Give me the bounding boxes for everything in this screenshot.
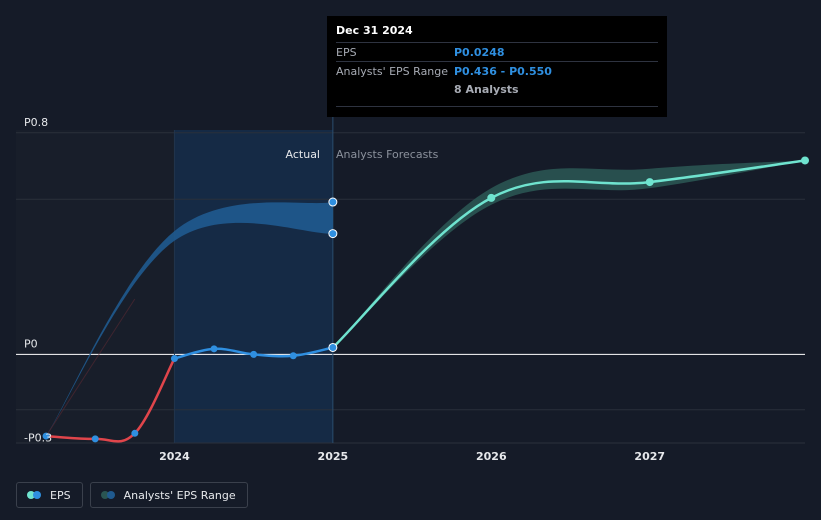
- legend-range[interactable]: Analysts' EPS Range: [89, 482, 248, 508]
- eps-swatch-icon: [27, 491, 43, 499]
- eps-point: [210, 345, 218, 353]
- tooltip-eps-row: EPS P0.0248: [336, 42, 658, 61]
- tooltip-eps-label: EPS: [336, 46, 357, 59]
- tooltip-analysts-count: 8 Analysts: [454, 83, 519, 96]
- range-band-forecast: [332, 160, 805, 348]
- x-tick-label: 2027: [634, 450, 665, 463]
- eps-point: [250, 350, 258, 358]
- x-tick-label: 2024: [159, 450, 190, 463]
- range-guide: [45, 298, 136, 437]
- legend-eps[interactable]: EPS: [16, 482, 83, 508]
- tooltip-analysts-row: 8 Analysts: [336, 80, 658, 98]
- eps-point: [170, 355, 178, 363]
- range-band-actual: [46, 202, 333, 437]
- eps-point: [42, 432, 50, 440]
- eps-point: [91, 435, 99, 443]
- history-panel: [16, 130, 175, 443]
- tooltip-range-value: P0.436 - P0.550: [454, 65, 552, 78]
- y-tick-label: P0.8: [24, 116, 48, 129]
- tooltip: Dec 31 2024 EPS P0.0248 Analysts' EPS Ra…: [327, 16, 667, 117]
- tooltip-date: Dec 31 2024: [336, 24, 413, 37]
- tooltip-eps-value: P0.0248: [454, 46, 505, 59]
- x-tick-label: 2026: [476, 450, 507, 463]
- forecast-point: [801, 156, 809, 165]
- eps-point: [289, 352, 297, 360]
- range-point: [328, 229, 338, 239]
- eps-line-negative: [46, 357, 176, 443]
- eps-point: [328, 342, 338, 352]
- legend-eps-label: EPS: [50, 488, 71, 502]
- y-tick-label: -P0.3: [24, 431, 52, 444]
- eps-point: [131, 429, 139, 437]
- legend: EPS Analysts' EPS Range: [16, 482, 248, 508]
- forecast-point: [645, 178, 654, 187]
- forecast-label: Analysts Forecasts: [336, 148, 439, 161]
- range-point: [328, 197, 338, 207]
- legend-range-label: Analysts' EPS Range: [123, 488, 236, 502]
- x-tick-label: 2025: [318, 450, 349, 463]
- tooltip-range-label: Analysts' EPS Range: [336, 65, 449, 78]
- past-year-shade: [174, 130, 333, 443]
- y-tick-label: P0: [24, 337, 38, 350]
- eps-forecast-line: [332, 159, 806, 349]
- tooltip-range-row: Analysts' EPS Range P0.436 - P0.550: [336, 61, 658, 80]
- forecast-point: [487, 193, 496, 202]
- range-swatch-icon: [100, 491, 117, 499]
- actual-label: Actual: [286, 148, 320, 161]
